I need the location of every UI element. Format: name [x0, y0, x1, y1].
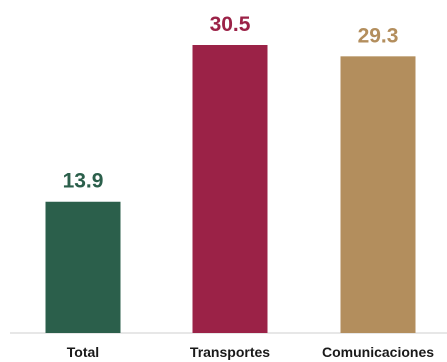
- value-labels-group: 13.9 30.5 29.3: [63, 13, 399, 193]
- data-label-comunicaciones: 29.3: [358, 24, 399, 47]
- data-label-transportes: 30.5: [210, 13, 251, 36]
- category-label-transportes: Transportes: [190, 344, 270, 360]
- category-label-total: Total: [67, 344, 99, 360]
- bar-comunicaciones: [340, 56, 416, 333]
- bars-group: [45, 45, 416, 333]
- bar-total: [45, 201, 121, 333]
- bar-transportes: [192, 45, 268, 333]
- category-label-comunicaciones: Comunicaciones: [322, 344, 434, 360]
- category-labels-group: Total Transportes Comunicaciones: [67, 344, 434, 360]
- data-label-total: 13.9: [63, 170, 104, 193]
